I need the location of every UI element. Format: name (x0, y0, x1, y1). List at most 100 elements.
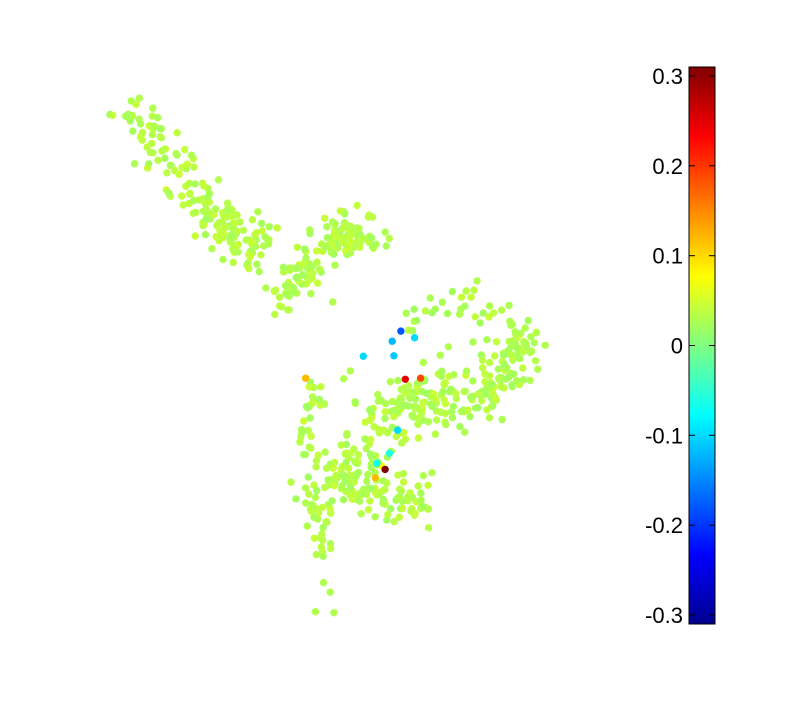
scatter-point (366, 450, 375, 458)
scatter-point (383, 516, 391, 524)
scatter-point (319, 552, 327, 560)
scatter-point (368, 213, 377, 221)
scatter-point (173, 129, 181, 137)
scatter-point (310, 534, 318, 542)
scatter-point (218, 217, 227, 226)
scatter-point (530, 339, 538, 347)
scatter-point (359, 489, 367, 498)
scatter-point (419, 471, 427, 480)
scatter-point (191, 180, 199, 188)
scatter-point (322, 464, 331, 472)
scatter-point (486, 358, 494, 367)
scatter-point (483, 336, 491, 344)
scatter-point (257, 251, 265, 259)
scatter-point (248, 238, 256, 246)
scatter-point (491, 352, 499, 360)
scatter-point (185, 179, 193, 187)
scatter-point (401, 435, 410, 443)
colorbar-tick-label: 0.3 (652, 64, 683, 89)
scatter-point (479, 309, 487, 317)
scatter-point (371, 468, 379, 477)
scatter-point (401, 375, 409, 383)
scatter-point (366, 406, 374, 414)
scatter-point (488, 389, 497, 397)
scatter-point (258, 227, 266, 235)
scatter-point (245, 264, 253, 273)
scatter-point (309, 398, 317, 407)
scatter-point (505, 373, 513, 381)
scatter-point (322, 518, 330, 526)
scatter-point (478, 397, 486, 405)
scatter-point (388, 397, 397, 406)
scatter-point (321, 483, 329, 492)
scatter-point (531, 357, 540, 365)
scatter-point (190, 163, 198, 171)
scatter-point (404, 388, 413, 397)
scatter-point (469, 377, 477, 385)
scatter-point (412, 316, 421, 325)
scatter-point (367, 464, 375, 472)
scatter-point (156, 133, 164, 141)
scatter-point (286, 266, 294, 274)
scatter-point (223, 206, 231, 215)
scatter-point (255, 267, 263, 276)
scatter-point (526, 348, 534, 357)
scatter-point (385, 234, 393, 243)
scatter-point (312, 463, 320, 471)
scatter-point (326, 588, 334, 596)
scatter-point (308, 393, 317, 401)
scatter-point (382, 242, 390, 250)
scatter-point (381, 408, 389, 416)
scatter-point (167, 161, 175, 169)
scatter-point (461, 428, 469, 436)
scatter-point (352, 225, 361, 233)
scatter-point (432, 395, 440, 403)
scatter-point (519, 364, 527, 372)
scatter-point (311, 493, 320, 502)
scatter-point (148, 130, 157, 139)
scatter-point (175, 170, 183, 179)
scatter-point (532, 329, 541, 337)
scatter-point (357, 237, 365, 246)
scatter-point (374, 397, 383, 405)
scatter-point (313, 258, 321, 266)
scatter-point (428, 309, 436, 317)
scatter-point (428, 469, 436, 477)
scatter-point (494, 365, 503, 373)
scatter-point (408, 326, 417, 335)
scatter-point (292, 495, 300, 503)
scatter-point (432, 416, 441, 424)
scatter-point (427, 400, 435, 408)
scatter-point (417, 489, 425, 497)
scatter-point (367, 485, 375, 493)
scatter-point (442, 420, 450, 429)
scatter-point (304, 473, 312, 481)
scatter-point (478, 364, 487, 372)
scatter-point (451, 389, 460, 397)
scatter-point (351, 398, 359, 406)
colorbar: 0.3 0.2 0.1 0 -0.1 -0.2 -0.3 (645, 64, 716, 628)
scatter-point (312, 457, 321, 465)
scatter-point (337, 441, 345, 449)
scatter-point (318, 503, 326, 512)
scatter-point (455, 310, 464, 318)
scatter-point (388, 337, 396, 345)
scatter-point (414, 434, 423, 442)
scatter-point (478, 356, 487, 364)
scatter-point (485, 414, 494, 422)
scatter-point (257, 219, 266, 228)
scatter-point (481, 370, 489, 378)
scatter-point (228, 212, 236, 220)
scatter-point (222, 223, 230, 231)
scatter-point (331, 473, 340, 481)
scatter-point (440, 396, 448, 404)
scatter-point (497, 306, 506, 314)
scatter-point (229, 258, 237, 267)
scatter-point (183, 160, 191, 168)
scatter-point (381, 465, 389, 474)
scatter-point (383, 429, 392, 437)
scatter-point (330, 228, 339, 236)
scatter-point (329, 298, 337, 306)
scatter-point (348, 495, 357, 503)
scatter-point (417, 496, 425, 504)
